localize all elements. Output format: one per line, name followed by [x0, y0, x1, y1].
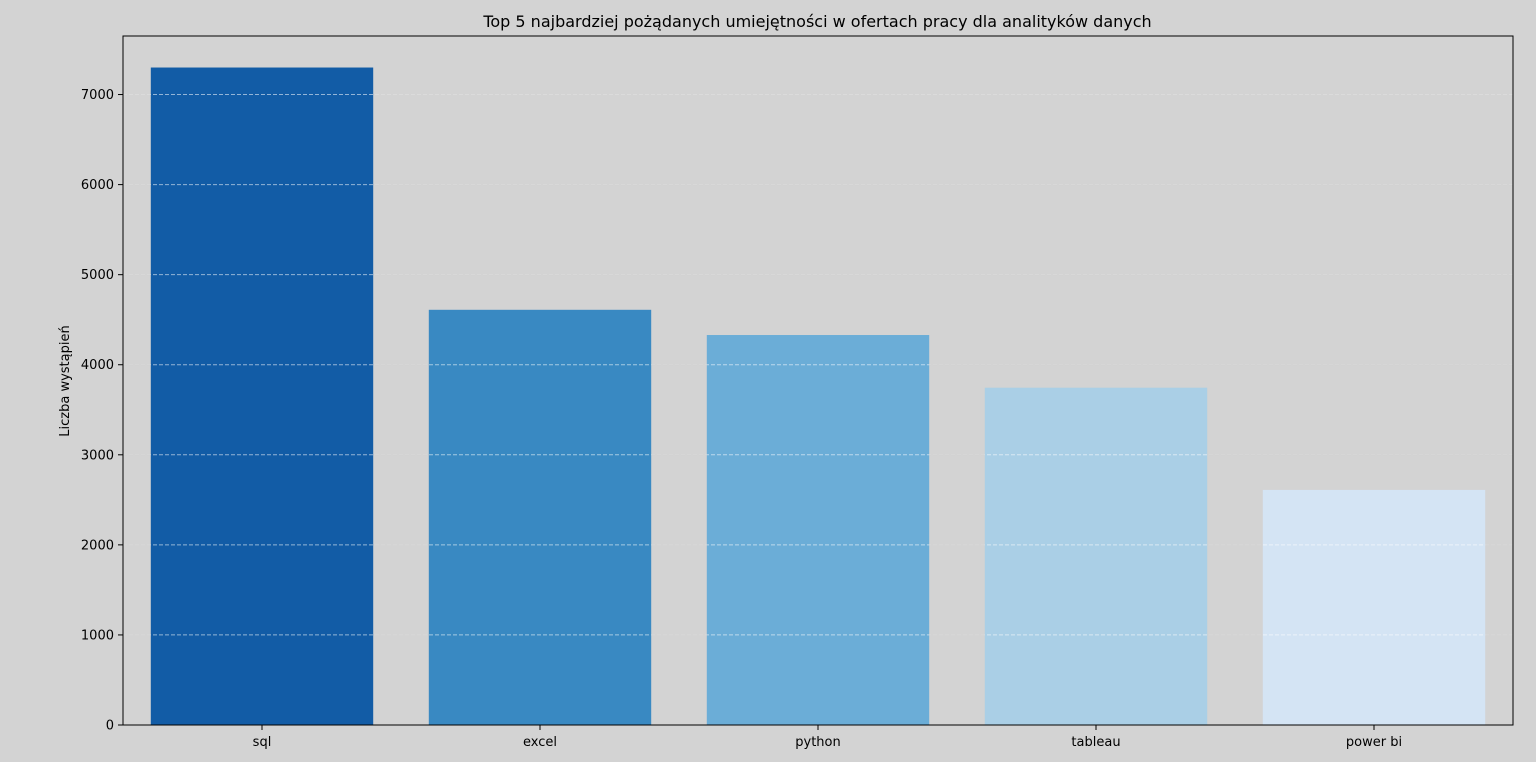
x-tick-label: power bi [1346, 735, 1402, 750]
x-tick-label: python [795, 735, 840, 750]
bar-excel [428, 309, 652, 725]
y-tick-label: 3000 [81, 448, 114, 463]
chart-title: Top 5 najbardziej pożądanych umiejętnośc… [482, 12, 1151, 31]
x-tick-label: excel [523, 735, 557, 750]
x-tick-label: sql [253, 735, 272, 750]
y-tick-label: 7000 [81, 88, 114, 103]
y-axis-label: Liczba wystąpień [58, 325, 73, 436]
bar-power-bi [1262, 489, 1486, 725]
y-tick-label: 2000 [81, 538, 114, 553]
bar-sql [150, 67, 374, 725]
bars [123, 67, 1513, 725]
y-tick-label: 1000 [81, 628, 114, 643]
x-tick-label: tableau [1071, 735, 1120, 750]
y-tick-label: 6000 [81, 178, 114, 193]
y-tick-label: 5000 [81, 268, 114, 283]
y-tick-label: 0 [106, 719, 114, 734]
y-tick-label: 4000 [81, 358, 114, 373]
bar-python [706, 335, 930, 725]
axes: 0 1000 2000 3000 4000 5000 6000 7000 sql excel pyt… [81, 35, 1514, 750]
bar-tableau [984, 387, 1208, 725]
